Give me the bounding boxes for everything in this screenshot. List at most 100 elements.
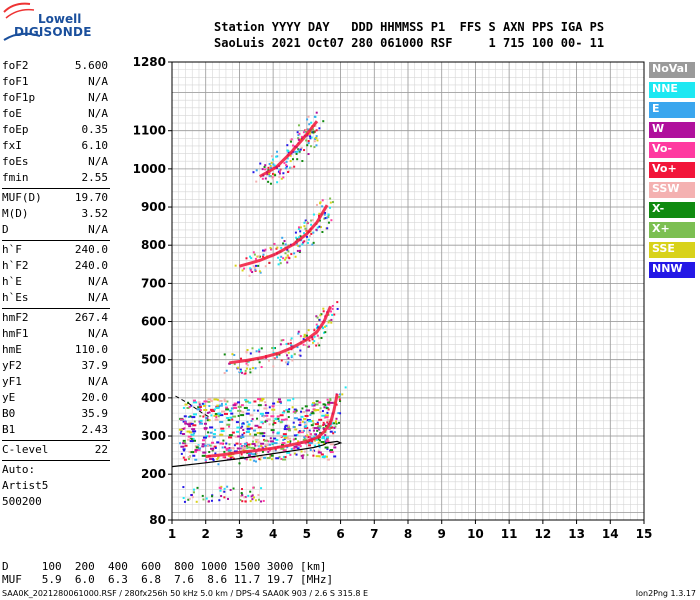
echo-point [231,431,235,434]
echo-point [286,248,289,251]
param-value: 267.4 [74,311,108,324]
x-tick-label: 8 [404,527,412,541]
echo-point [268,449,271,452]
echo-point [249,500,252,503]
echo-point [258,270,261,273]
x-tick-label: 10 [467,527,484,541]
param-label: MUF(D) [2,191,42,204]
echo-point [286,410,290,413]
echo-point [239,370,242,373]
echo-point [216,404,221,407]
echo-point [309,433,312,436]
param-label: foF1 [2,75,29,88]
echo-point [287,170,290,173]
echo-point [213,445,217,448]
echo-point [290,356,293,359]
echo-point [322,307,325,310]
echo-point [292,425,295,428]
echo-point [304,219,307,222]
echo-point [319,226,322,229]
echo-point [293,452,296,455]
echo-point [232,457,235,460]
echo-point [264,420,267,423]
echo-point [193,432,196,435]
echo-point [253,253,256,256]
echo-point [270,440,275,443]
echo-point [249,433,252,436]
echo-point [264,401,267,404]
echo-point [206,411,209,414]
echo-point [272,365,275,368]
echo-point [219,487,222,490]
echo-point [334,420,337,423]
echo-point [257,404,262,407]
echo-point [214,446,217,449]
param-label: h`F2 [2,259,29,272]
echo-point [283,240,286,243]
echo-point [325,324,328,327]
echo-point [256,417,259,420]
echo-point [269,454,272,457]
echo-point [184,403,188,406]
echo-point [265,411,270,414]
param-row: foF1p N/A [2,90,110,106]
echo-point [208,419,211,422]
echo-point [309,436,312,439]
echo-point [249,427,253,430]
echo-point [271,176,274,179]
echo-point [252,251,255,254]
echo-point [289,139,292,142]
echo-point [265,414,269,417]
echo-point [292,144,295,147]
echo-point [318,225,321,228]
echo-point [239,426,243,429]
echo-point [254,424,259,427]
echo-point [271,458,274,461]
echo-point [292,447,296,450]
echo-point [223,450,226,453]
echo-point [261,168,264,171]
echo-point [232,404,237,407]
echo-point [267,450,270,453]
echo-point [247,423,251,426]
echo-point [258,350,261,353]
param-separator [2,308,110,309]
echo-point [314,423,319,426]
echo-point [261,177,264,180]
echo-point [214,418,219,421]
echo-point [279,262,282,265]
x-tick-label: 13 [568,527,585,541]
echo-point [336,307,339,310]
echo-point [308,420,313,423]
echo-point [257,398,262,401]
echo-point [298,132,301,135]
y-tick-label: 500 [141,353,166,367]
echo-point [302,131,305,134]
echo-point [240,488,243,491]
echo-point [284,424,288,427]
echo-point [294,428,298,431]
echo-point [326,227,329,230]
echo-point [272,175,275,178]
echo-point [261,255,264,258]
echo-point [234,435,238,438]
echo-point [323,331,326,334]
echo-point [225,448,228,451]
echo-point [255,169,258,172]
echo-point [251,347,254,350]
echo-point [194,449,198,452]
echo-point [255,350,258,353]
echo-point [326,398,329,401]
echo-point [315,144,318,147]
echo-point [297,418,302,421]
echo-point [215,406,220,409]
echo-point [269,455,272,458]
echo-point [313,340,316,343]
echo-point [207,431,210,434]
echo-point [333,446,337,449]
echo-point [299,335,302,338]
echo-point [208,435,211,438]
echo-point [226,423,231,426]
echo-point [284,418,288,421]
echo-point [262,435,266,438]
